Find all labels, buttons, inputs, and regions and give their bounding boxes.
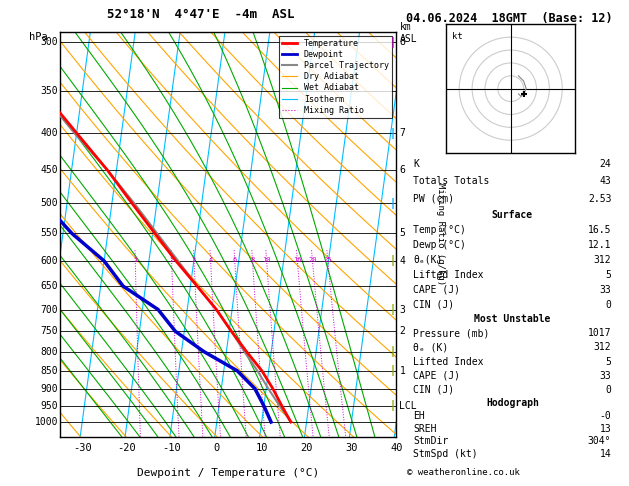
Text: Lifted Index: Lifted Index bbox=[413, 357, 484, 366]
Text: θₑ(K): θₑ(K) bbox=[413, 255, 443, 265]
Text: Pressure (mb): Pressure (mb) bbox=[413, 328, 489, 338]
Text: |: | bbox=[391, 37, 395, 48]
Text: 16.5: 16.5 bbox=[588, 225, 611, 235]
Text: kt: kt bbox=[452, 32, 462, 41]
Text: Hodograph: Hodograph bbox=[486, 399, 539, 408]
Text: |: | bbox=[391, 365, 395, 376]
Text: 04.06.2024  18GMT  (Base: 12): 04.06.2024 18GMT (Base: 12) bbox=[406, 12, 612, 25]
Text: 2: 2 bbox=[169, 257, 174, 263]
Text: 30: 30 bbox=[345, 443, 358, 453]
Text: 10: 10 bbox=[255, 443, 268, 453]
Text: 600: 600 bbox=[41, 256, 58, 266]
Text: Surface: Surface bbox=[492, 210, 533, 220]
Text: 3: 3 bbox=[399, 305, 405, 314]
Text: -20: -20 bbox=[118, 443, 136, 453]
Text: 850: 850 bbox=[41, 366, 58, 376]
Legend: Temperature, Dewpoint, Parcel Trajectory, Dry Adiabat, Wet Adiabat, Isotherm, Mi: Temperature, Dewpoint, Parcel Trajectory… bbox=[279, 36, 392, 118]
Text: 304°: 304° bbox=[588, 436, 611, 446]
Text: hPa: hPa bbox=[30, 32, 48, 42]
Text: 52°18'N  4°47'E  -4m  ASL: 52°18'N 4°47'E -4m ASL bbox=[108, 8, 295, 21]
Text: CIN (J): CIN (J) bbox=[413, 385, 454, 395]
Text: |: | bbox=[391, 400, 395, 411]
Text: 8: 8 bbox=[399, 37, 405, 47]
Text: 950: 950 bbox=[41, 401, 58, 411]
Text: 450: 450 bbox=[41, 165, 58, 175]
Text: 312: 312 bbox=[594, 343, 611, 352]
Text: 0: 0 bbox=[214, 443, 220, 453]
Text: 800: 800 bbox=[41, 347, 58, 357]
Text: 5: 5 bbox=[399, 228, 405, 239]
Text: |: | bbox=[391, 198, 395, 209]
Text: 1: 1 bbox=[133, 257, 137, 263]
Text: 24: 24 bbox=[599, 159, 611, 169]
Text: Dewpoint / Temperature (°C): Dewpoint / Temperature (°C) bbox=[137, 468, 319, 478]
Text: 0: 0 bbox=[606, 299, 611, 310]
Text: 14: 14 bbox=[599, 449, 611, 459]
Text: 7: 7 bbox=[399, 128, 405, 138]
Text: CAPE (J): CAPE (J) bbox=[413, 371, 460, 381]
Text: ASL: ASL bbox=[399, 34, 417, 44]
Text: © weatheronline.co.uk: © weatheronline.co.uk bbox=[407, 468, 520, 477]
Text: -0: -0 bbox=[599, 411, 611, 421]
Text: Temp (°C): Temp (°C) bbox=[413, 225, 466, 235]
Text: 300: 300 bbox=[41, 37, 58, 47]
Text: PW (cm): PW (cm) bbox=[413, 194, 454, 204]
Text: EH: EH bbox=[413, 411, 425, 421]
Text: 650: 650 bbox=[41, 281, 58, 291]
Text: 5: 5 bbox=[606, 357, 611, 366]
Text: Dewp (°C): Dewp (°C) bbox=[413, 240, 466, 250]
Text: 400: 400 bbox=[41, 128, 58, 138]
Text: K: K bbox=[413, 159, 419, 169]
Text: SREH: SREH bbox=[413, 424, 437, 434]
Text: 1: 1 bbox=[399, 366, 405, 376]
Text: Totals Totals: Totals Totals bbox=[413, 176, 489, 186]
Text: 1000: 1000 bbox=[35, 417, 58, 427]
Text: 33: 33 bbox=[599, 285, 611, 295]
Text: 5: 5 bbox=[606, 270, 611, 280]
Text: 16: 16 bbox=[293, 257, 302, 263]
Text: 4: 4 bbox=[208, 257, 213, 263]
Text: |: | bbox=[391, 127, 395, 139]
Text: Lifted Index: Lifted Index bbox=[413, 270, 484, 280]
Text: 350: 350 bbox=[41, 86, 58, 96]
Text: θₑ (K): θₑ (K) bbox=[413, 343, 448, 352]
Text: 500: 500 bbox=[41, 198, 58, 208]
Text: Mixing Ratio (g/kg): Mixing Ratio (g/kg) bbox=[435, 183, 445, 286]
Text: 6: 6 bbox=[233, 257, 237, 263]
Text: 20: 20 bbox=[308, 257, 317, 263]
Text: 1017: 1017 bbox=[588, 328, 611, 338]
Text: 13: 13 bbox=[599, 424, 611, 434]
Text: 6: 6 bbox=[399, 165, 405, 175]
Text: 33: 33 bbox=[599, 371, 611, 381]
Text: 0: 0 bbox=[606, 385, 611, 395]
Text: 10: 10 bbox=[262, 257, 271, 263]
Text: 2.53: 2.53 bbox=[588, 194, 611, 204]
Text: 8: 8 bbox=[250, 257, 255, 263]
Text: 12.1: 12.1 bbox=[588, 240, 611, 250]
Text: -30: -30 bbox=[73, 443, 92, 453]
Text: 750: 750 bbox=[41, 326, 58, 336]
Text: |: | bbox=[391, 346, 395, 357]
Text: km: km bbox=[399, 21, 411, 32]
Text: 550: 550 bbox=[41, 228, 58, 239]
Text: Most Unstable: Most Unstable bbox=[474, 314, 550, 324]
Text: CAPE (J): CAPE (J) bbox=[413, 285, 460, 295]
Text: 700: 700 bbox=[41, 305, 58, 314]
Text: 3: 3 bbox=[192, 257, 196, 263]
Text: 900: 900 bbox=[41, 384, 58, 394]
Text: 25: 25 bbox=[323, 257, 332, 263]
Text: 4: 4 bbox=[399, 256, 405, 266]
Text: |: | bbox=[391, 256, 395, 266]
Text: 40: 40 bbox=[390, 443, 403, 453]
Text: StmSpd (kt): StmSpd (kt) bbox=[413, 449, 478, 459]
Text: -10: -10 bbox=[162, 443, 181, 453]
Text: LCL: LCL bbox=[399, 401, 417, 411]
Text: 20: 20 bbox=[300, 443, 313, 453]
Text: StmDir: StmDir bbox=[413, 436, 448, 446]
Text: 312: 312 bbox=[594, 255, 611, 265]
Text: 43: 43 bbox=[599, 176, 611, 186]
Text: |: | bbox=[391, 304, 395, 315]
Text: 2: 2 bbox=[399, 326, 405, 336]
Text: CIN (J): CIN (J) bbox=[413, 299, 454, 310]
